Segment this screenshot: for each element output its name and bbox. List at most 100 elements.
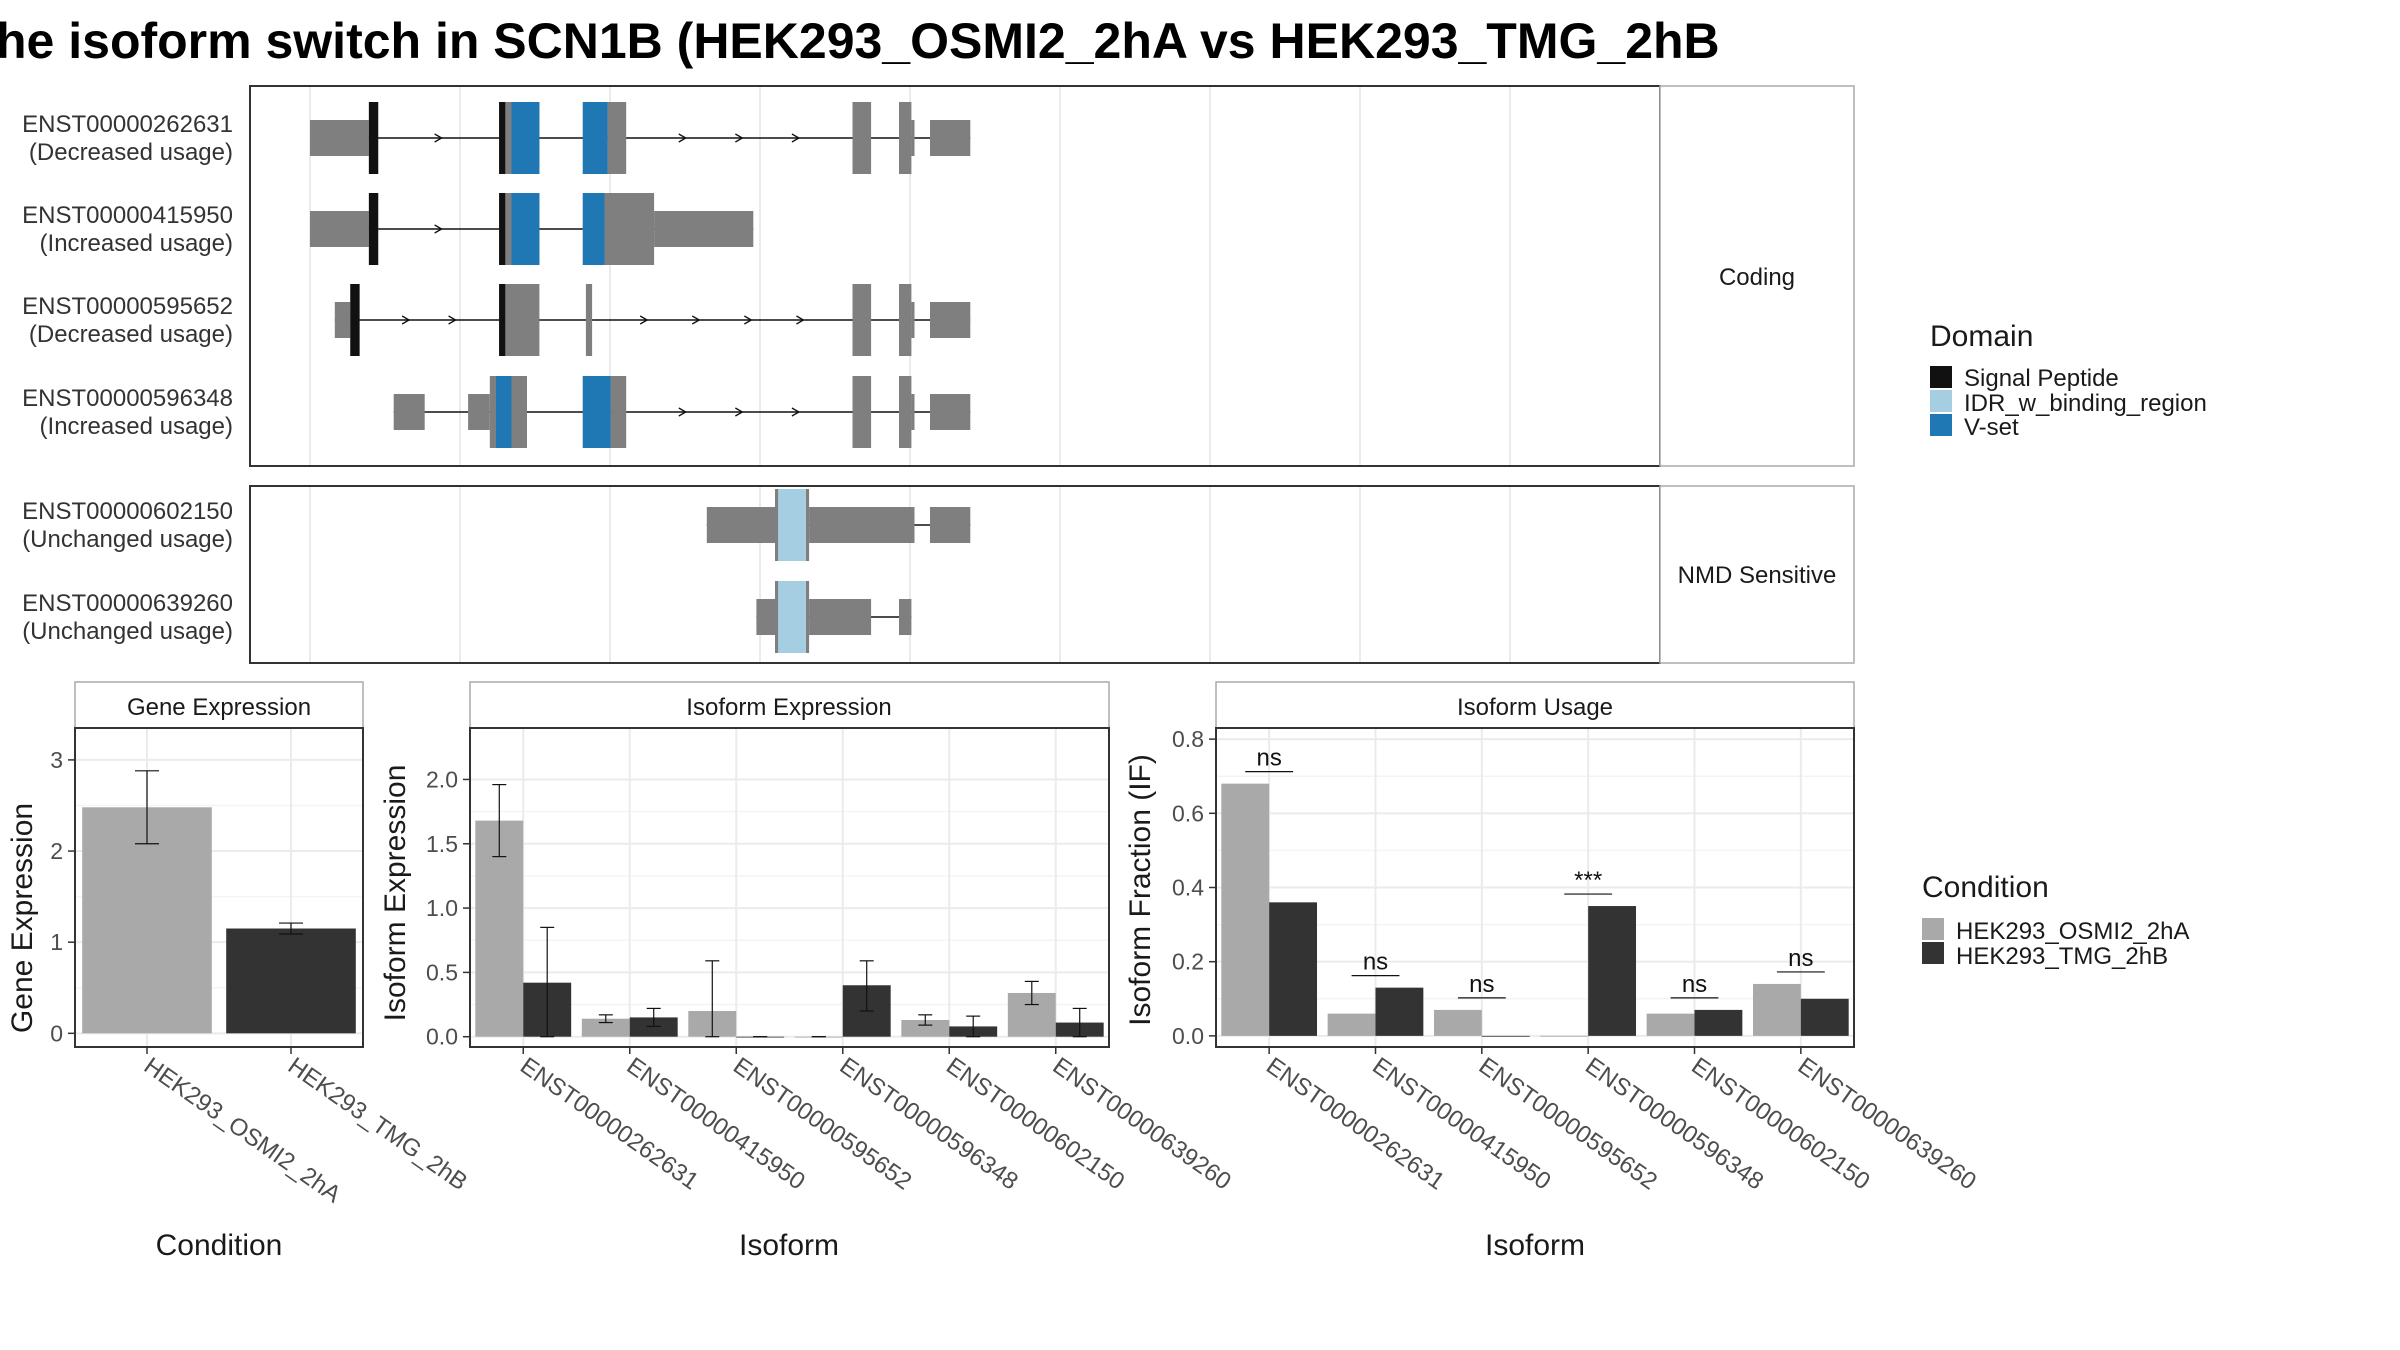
y-tick-label: 1.5 — [426, 831, 458, 857]
plot-frame — [74, 727, 364, 1048]
intron-arrow — [791, 407, 801, 417]
transcript-row: ENST00000596348 (Increased usage) — [22, 376, 971, 448]
bar — [1327, 1013, 1376, 1036]
bar — [1694, 1009, 1743, 1036]
y-tick-label: 2.0 — [426, 766, 458, 792]
bar — [1540, 1035, 1589, 1037]
transcript-id: ENST00000415950 — [22, 202, 233, 229]
utr-exon — [393, 394, 425, 430]
bars: ns ns ns *** ns ns — [1221, 745, 1849, 1037]
significance-label: ns — [1682, 971, 1707, 998]
bar — [1646, 1013, 1695, 1036]
condition-legend: Condition HEK293_OSMI2_2hA HEK293_TMG_2h… — [1922, 871, 2189, 970]
transcript-usage: (Unchanged usage) — [22, 618, 233, 645]
condition-legend-title: Condition — [1922, 871, 2049, 904]
utr-exon — [930, 394, 971, 430]
signal-peptide-domain — [350, 284, 360, 356]
significance-label: ns — [1788, 945, 1813, 972]
intron-arrow — [791, 133, 801, 143]
isoform-usage-panel: Isoform Usage ns ns ns *** ns ns 0.0 0.2 0.4 0.6 0… — [1124, 681, 1981, 1262]
coding-exon — [610, 376, 627, 448]
coding-exon — [511, 376, 527, 448]
coding-strip — [1659, 85, 1855, 467]
intron-arrow — [744, 315, 753, 325]
utr-exon — [756, 599, 775, 635]
utr-exon — [809, 599, 872, 635]
transcript-id: ENST00000595652 — [22, 293, 233, 320]
isoform-usage-x-title: Isoform — [1485, 1229, 1585, 1262]
transcript-id: ENST00000596348 — [22, 385, 233, 412]
isoform-expression-plot: 0.0 0.5 1.0 1.5 2.0 ENST00000262631ENST000004… — [426, 727, 1236, 1195]
x-tick-label: ENST00000262631 — [1261, 1052, 1449, 1195]
legend-label-vset: V-set — [1964, 414, 2019, 441]
x-tick-label: ENST00000415950 — [622, 1052, 810, 1195]
bar — [1375, 987, 1424, 1036]
y-tick-label: 0.5 — [426, 959, 458, 985]
signal-peptide-domain — [368, 102, 379, 174]
utr-exon — [809, 507, 915, 543]
intron-arrow — [735, 133, 744, 143]
bar — [1800, 998, 1849, 1036]
utr-exon — [899, 599, 912, 635]
signal-peptide-domain — [499, 102, 506, 174]
bar — [1588, 906, 1637, 1036]
x-tick-label: ENST00000262631 — [515, 1052, 703, 1195]
transcript-panel: ENST00000262631 (Decreased usage)ENST0000… — [22, 85, 1855, 664]
y-tick-label: 1 — [50, 929, 63, 955]
domain-legend: Domain Signal Peptide IDR_w_binding_regi… — [1930, 320, 2207, 441]
signal-peptide-domain — [499, 284, 506, 356]
vset-domain — [582, 102, 608, 174]
transcript-id: ENST00000602150 — [22, 498, 233, 525]
bar — [1221, 783, 1270, 1036]
y-tick-label: 0 — [50, 1020, 63, 1046]
nmd-strip-label: NMD Sensitive — [1678, 562, 1837, 589]
transcript-row: ENST00000415950 (Increased usage) — [22, 193, 754, 265]
coding-exon — [505, 193, 512, 265]
vset-domain — [511, 193, 540, 265]
utr-exon — [911, 394, 915, 430]
bar — [629, 1017, 678, 1037]
transcript-id: ENST00000262631 — [22, 111, 233, 138]
nmd-transcripts: ENST00000602150 (Unchanged usage)ENST0000… — [22, 489, 971, 653]
bar — [901, 1019, 950, 1037]
coding-exon — [852, 102, 872, 174]
intron-arrow — [691, 315, 701, 325]
nmd-strip — [1659, 485, 1855, 664]
x-tick-label: ENST00000595652 — [1474, 1052, 1662, 1195]
significance-label: *** — [1574, 867, 1602, 894]
transcript-row: ENST00000639260 (Unchanged usage) — [22, 581, 912, 653]
transcript-row: ENST00000602150 (Unchanged usage) — [22, 489, 971, 561]
x-tick-label: ENST00000639260 — [1793, 1052, 1981, 1195]
coding-exon — [899, 376, 912, 448]
gene-expression-strip-label: Gene Expression — [127, 694, 311, 721]
transcript-usage: (Unchanged usage) — [22, 526, 233, 553]
gene-expression-x-title: Condition — [156, 1229, 283, 1262]
y-tick-label: 0.2 — [1172, 949, 1204, 975]
transcript-usage: (Increased usage) — [40, 230, 233, 257]
y-tick-label: 0.4 — [1172, 875, 1204, 901]
intron-arrow — [639, 315, 649, 325]
bars — [82, 770, 356, 1034]
plot-background — [470, 728, 1109, 1047]
x-tick-label: ENST00000639260 — [1048, 1052, 1236, 1195]
isoform-expression-x-title: Isoform — [739, 1229, 839, 1262]
x-tick-label: ENST00000415950 — [1367, 1052, 1555, 1195]
coding-exon — [505, 102, 512, 174]
legend-swatch-idr — [1930, 390, 1952, 412]
utr-exon — [930, 507, 971, 543]
bar — [581, 1018, 630, 1037]
bars — [475, 783, 1104, 1038]
idr-domain — [778, 581, 806, 653]
intron-arrow — [735, 407, 744, 417]
isoform-usage-plot: ns ns ns *** ns ns 0.0 0.2 0.4 0.6 0.8 ENST00000262… — [1172, 726, 1981, 1195]
utr-exon — [930, 120, 971, 156]
vset-domain — [582, 376, 611, 448]
legend-swatch-vset — [1930, 414, 1952, 436]
vset-domain — [511, 102, 540, 174]
coding-exon — [505, 284, 540, 356]
coding-exon — [585, 284, 593, 356]
signal-peptide-domain — [499, 193, 506, 265]
coding-exon — [852, 284, 872, 356]
utr-exon — [911, 120, 915, 156]
y-tick-label: 0.8 — [1172, 726, 1204, 752]
